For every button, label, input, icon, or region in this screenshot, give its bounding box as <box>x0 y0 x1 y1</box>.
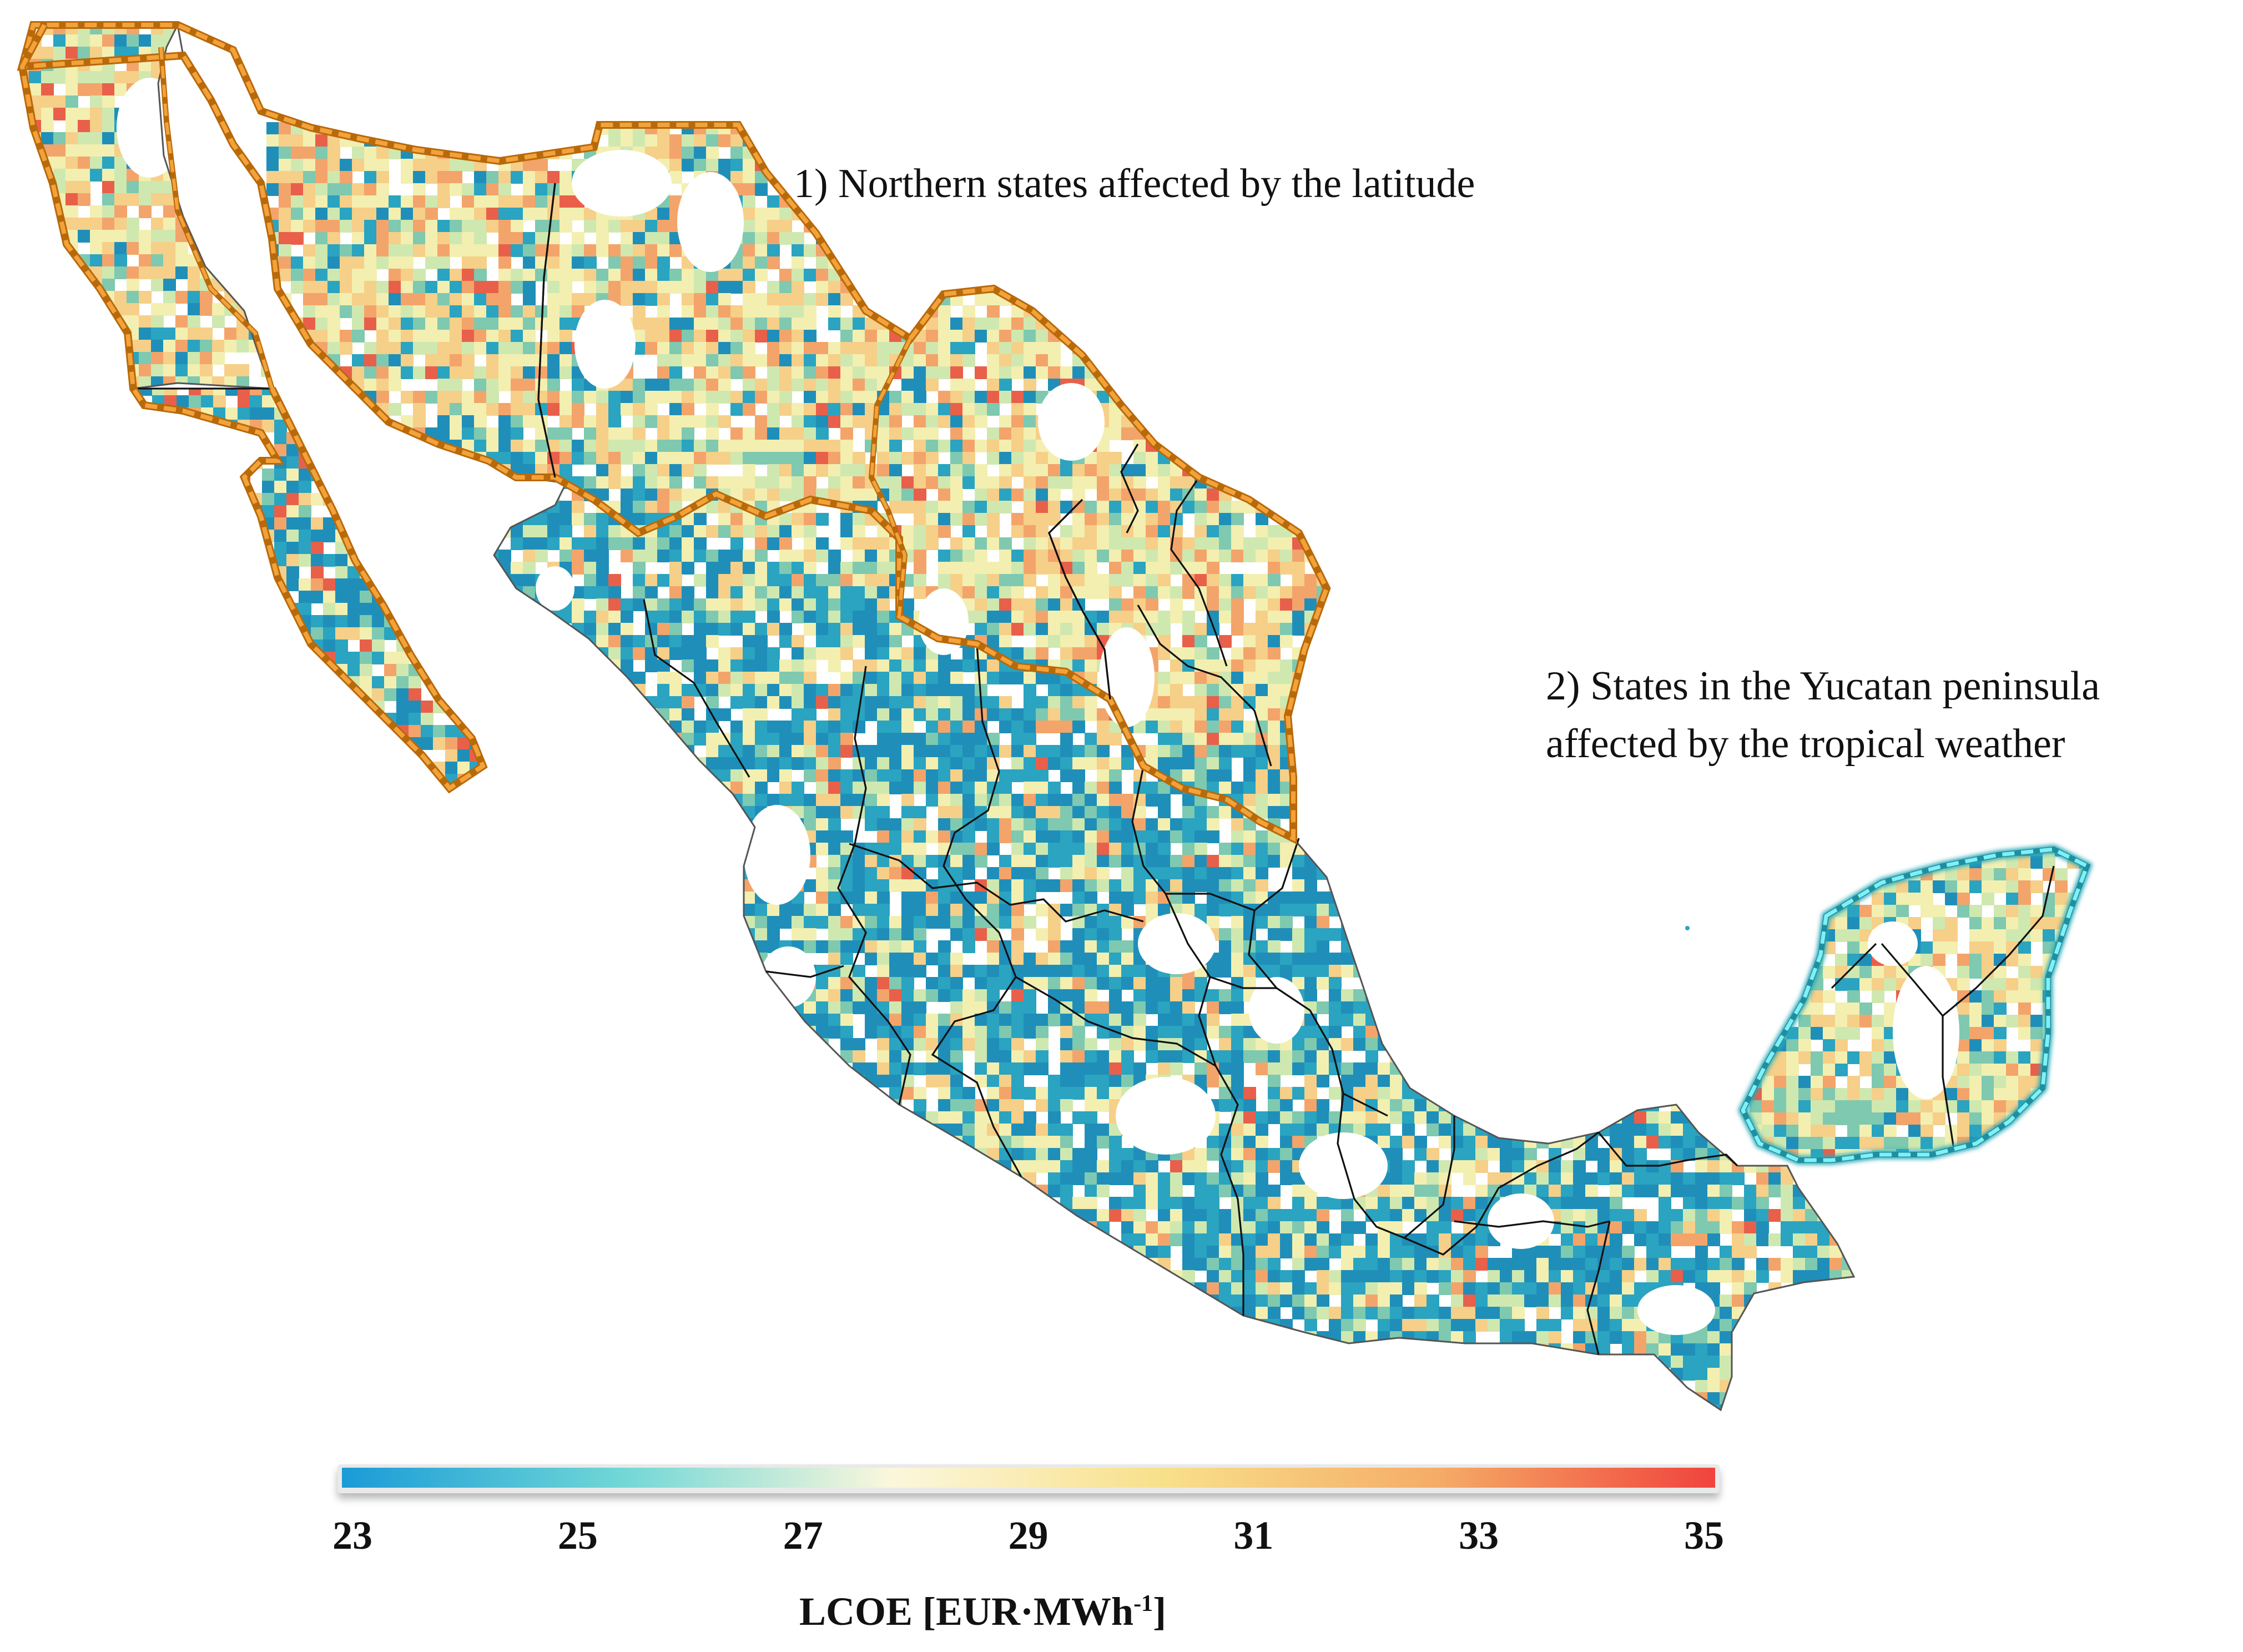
annotation-yucatan-line2: affected by the tropical weather <box>1546 721 2065 767</box>
colorbar-tick-33: 33 <box>1459 1513 1499 1558</box>
colorbar-label-unit-exponent: -1 <box>1133 1591 1153 1616</box>
colorbar-label-close: ] <box>1153 1589 1167 1634</box>
colorbar-tick-23: 23 <box>332 1513 372 1558</box>
colorbar-tick-27: 27 <box>783 1513 823 1558</box>
colorbar-gradient <box>342 1468 1715 1488</box>
colorbar-label-main: LCOE [EUR·MWh <box>799 1589 1134 1634</box>
colorbar-label: LCOE [EUR·MWh-1] <box>799 1589 1166 1635</box>
annotation-yucatan-states: 2) States in the Yucatan peninsula affec… <box>1546 658 2100 773</box>
annotation-yucatan-line1: 2) States in the Yucatan peninsula <box>1546 663 2100 709</box>
colorbar-tick-29: 29 <box>1008 1513 1049 1558</box>
colorbar-tick-25: 25 <box>557 1513 598 1558</box>
colorbar-tick-35: 35 <box>1684 1513 1724 1558</box>
annotation-northern-states: 1) Northern states affected by the latit… <box>794 161 1475 206</box>
colorbar-frame <box>337 1464 1720 1493</box>
colorbar-tick-31: 31 <box>1233 1513 1274 1558</box>
lcoe-raster-mainland <box>266 122 1854 1410</box>
northern-states-highlight <box>17 21 1331 845</box>
yucatan-state-borders <box>1831 865 2055 1150</box>
island-dot <box>1685 926 1690 930</box>
